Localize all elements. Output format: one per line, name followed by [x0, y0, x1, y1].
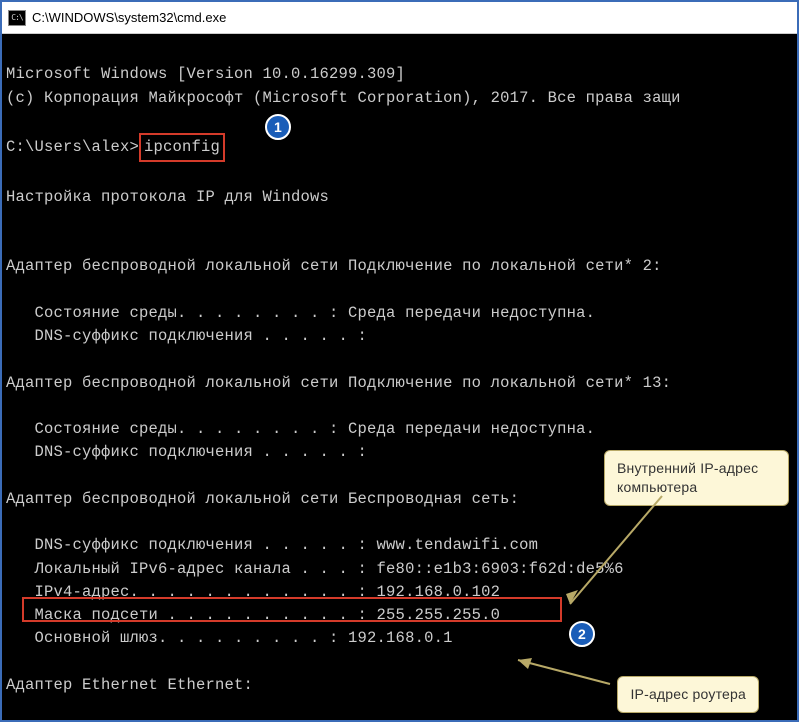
window-titlebar: C:\ C:\WINDOWS\system32\cmd.exe — [2, 2, 797, 34]
annotation-badge-1: 1 — [265, 114, 291, 140]
callout-internal-ip: Внутренний IP-адрес компьютера — [604, 450, 789, 506]
window-title: C:\WINDOWS\system32\cmd.exe — [32, 10, 226, 25]
adapter-2-title: Адаптер беспроводной локальной сети Подк… — [6, 374, 671, 392]
adapter-1-state: Состояние среды. . . . . . . . : Среда п… — [6, 304, 595, 322]
adapter-3-dns: DNS-суффикс подключения . . . . . : www.… — [6, 536, 538, 554]
version-line: Microsoft Windows [Version 10.0.16299.30… — [6, 65, 405, 83]
prompt: C:\Users\alex> — [6, 138, 139, 156]
ipv4-highlight-box — [22, 597, 562, 622]
adapter-3-ipv6: Локальный IPv6-адрес канала . . . : fe80… — [6, 560, 624, 578]
adapter-1-title: Адаптер беспроводной локальной сети Подк… — [6, 257, 662, 275]
terminal-output[interactable]: Microsoft Windows [Version 10.0.16299.30… — [2, 34, 797, 720]
callout-2-arrow — [510, 654, 620, 699]
adapter-2-dns: DNS-суффикс подключения . . . . . : — [6, 443, 367, 461]
callout-1-arrow — [562, 494, 682, 614]
command-highlight: ipconfig — [139, 133, 225, 162]
adapter-1-dns: DNS-суффикс подключения . . . . . : — [6, 327, 367, 345]
adapter-2-state: Состояние среды. . . . . . . . : Среда п… — [6, 420, 595, 438]
copyright-line: (c) Корпорация Майкрософт (Microsoft Cor… — [6, 89, 681, 107]
annotation-badge-2: 2 — [569, 621, 595, 647]
adapter-4-title: Адаптер Ethernet Ethernet: — [6, 676, 253, 694]
adapter-3-title: Адаптер беспроводной локальной сети Бесп… — [6, 490, 519, 508]
callout-router-ip: IP-адрес роутера — [617, 676, 759, 713]
ipconfig-header: Настройка протокола IP для Windows — [6, 188, 329, 206]
adapter-3-gateway: Основной шлюз. . . . . . . . . : 192.168… — [6, 629, 453, 647]
cmd-icon: C:\ — [8, 10, 26, 26]
